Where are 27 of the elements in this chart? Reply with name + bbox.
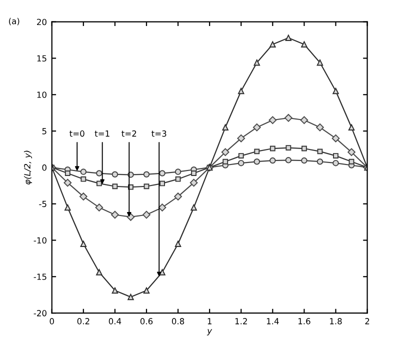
y-tick-label: -20 [34,310,46,316]
x-tick-label: 0 [50,318,54,324]
y-tick-label: 15 [37,55,46,62]
y-tick-label: 20 [37,18,46,26]
x-tick-label: 1 [208,318,212,324]
x-tick-label: 1.2 [235,318,247,324]
y-tick-label: -5 [39,200,46,208]
x-tick-label: 1.4 [266,318,279,324]
x-tick-label: 0.4 [108,318,122,324]
y-tick-label: -15 [34,274,46,280]
x-tick-label: 0.2 [77,318,90,324]
annotation: t=3 [152,130,166,137]
annotation: t=0 [70,130,84,137]
annotation: t=1 [94,130,110,137]
text: (a) [9,18,20,26]
x-tick-label: 0.8 [172,318,184,324]
x-tick-label: 1.8 [330,318,342,324]
y-tick-label: 10 [37,92,46,98]
x-tick-label: 2 [365,318,370,324]
y-axis-title: φ(L/2, y) [24,150,32,184]
x-axis-title: y [206,329,212,336]
annotation: t=2 [122,130,136,137]
y-tick-label: -10 [34,237,46,244]
x-tick-label: 1.6 [298,318,310,324]
x-tick-label: 0.6 [140,318,153,324]
y-tick-label: 5 [42,128,46,134]
y-tick-label: 0 [42,164,46,171]
